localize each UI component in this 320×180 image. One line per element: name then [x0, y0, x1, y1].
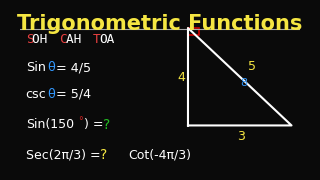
Text: S: S: [26, 33, 33, 46]
Text: Sin: Sin: [26, 61, 46, 74]
Text: θ: θ: [47, 88, 55, 101]
Text: °: °: [78, 116, 83, 126]
Text: θ: θ: [47, 61, 55, 74]
Text: = 5/4: = 5/4: [56, 88, 91, 101]
Text: AH: AH: [66, 33, 96, 46]
Text: OA: OA: [99, 33, 114, 46]
Text: = 4/5: = 4/5: [56, 61, 91, 74]
Text: Trigonometric Functions: Trigonometric Functions: [17, 14, 303, 34]
Text: 3: 3: [237, 130, 245, 143]
Bar: [188, 28, 199, 35]
Text: csc: csc: [26, 88, 46, 101]
Text: T: T: [92, 33, 100, 46]
Text: 4: 4: [177, 71, 185, 84]
Text: Sec(2π/3) =: Sec(2π/3) =: [26, 148, 100, 161]
Text: ?: ?: [100, 148, 107, 162]
Text: OH: OH: [32, 33, 63, 46]
Text: 8: 8: [240, 78, 247, 88]
Text: C: C: [59, 33, 67, 46]
Text: 5: 5: [248, 60, 256, 73]
Text: ) =: ) =: [84, 118, 103, 131]
Text: Cot(-4π/3): Cot(-4π/3): [128, 148, 191, 161]
Text: ?: ?: [103, 118, 110, 132]
Text: Sin(150: Sin(150: [26, 118, 74, 131]
